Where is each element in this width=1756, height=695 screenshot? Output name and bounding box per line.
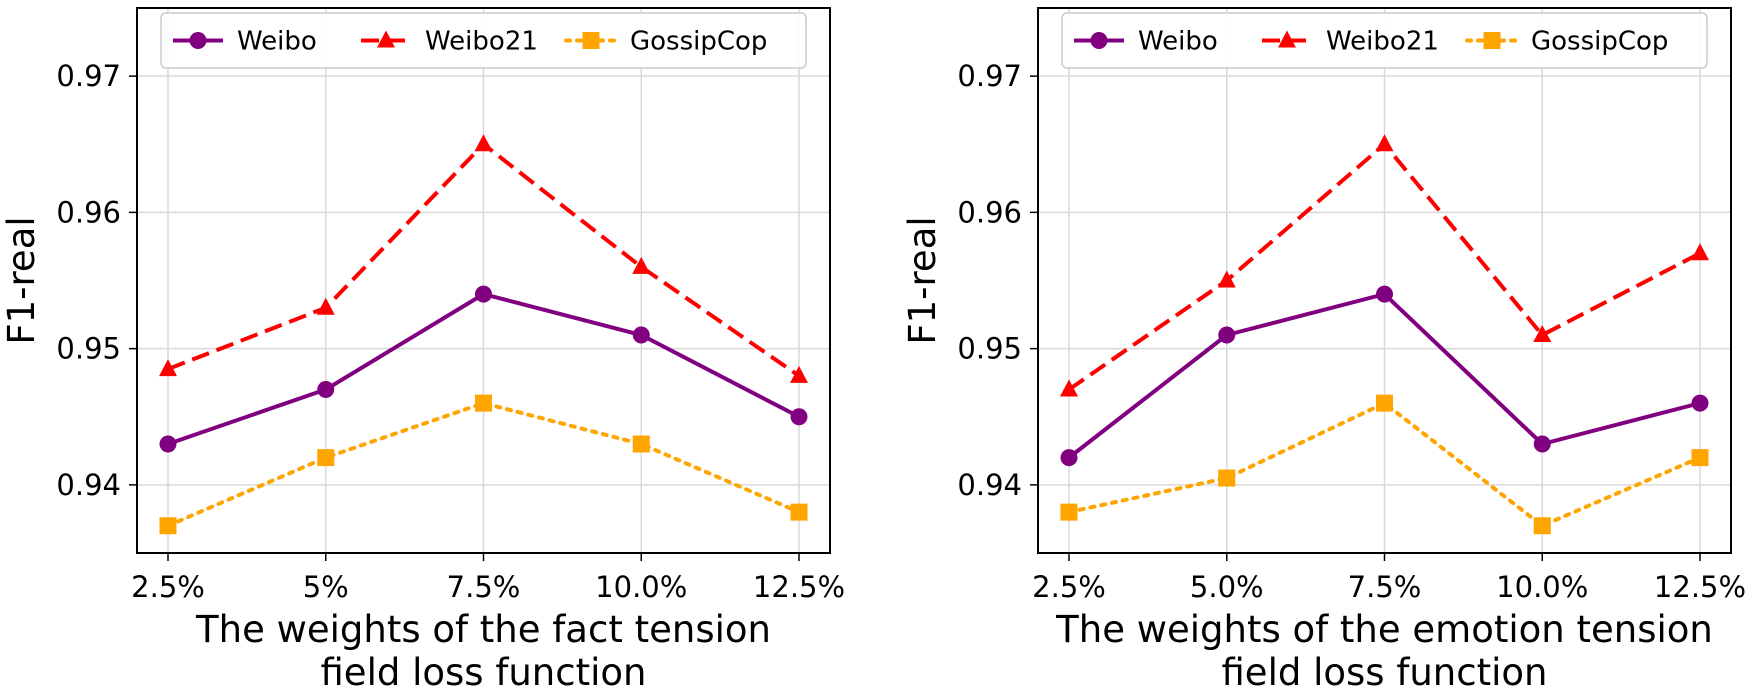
data-point-gossipcop: [632, 435, 650, 453]
legend-marker-weibo21: [377, 30, 395, 48]
data-point-gossipcop: [317, 449, 335, 467]
data-point-gossipcop: [1060, 503, 1078, 521]
data-point-weibo21: [1060, 379, 1078, 397]
legend-label-weibo: Weibo: [1138, 27, 1218, 57]
x-tick-label: 12.5%: [753, 570, 845, 604]
legend-marker-weibo: [1090, 32, 1108, 49]
data-point-gossipcop: [1533, 517, 1551, 535]
data-point-weibo: [790, 408, 808, 426]
legend-marker-gossipcop: [1483, 32, 1501, 49]
data-point-gossipcop: [1376, 394, 1393, 412]
data-point-weibo21: [632, 256, 651, 274]
y-axis-title: F1-real: [0, 216, 43, 344]
y-tick-label: 0.95: [56, 332, 121, 366]
plot-frame: [136, 7, 831, 554]
data-point-weibo21: [1375, 134, 1394, 152]
legend-box: [1061, 12, 1708, 69]
y-tick-label: 0.96: [56, 195, 121, 229]
data-point-gossipcop: [1218, 469, 1236, 487]
x-tick-label: 5.0%: [1190, 570, 1264, 604]
chart-panel-1: 2.5% 5% 7.5% 10.0% 12.5% 0.94 0.95 0.96 0.97 F1-r…: [0, 7, 845, 694]
plot-frame: [1037, 7, 1732, 554]
legend: Weibo Weibo21 GossipCop: [160, 12, 807, 69]
data-point-weibo: [1060, 449, 1078, 467]
data-point-weibo21: [1217, 270, 1236, 288]
series-line-gossipcop: [1067, 401, 1702, 528]
legend-box: [160, 12, 807, 69]
legend-label-weibo21: Weibo21: [1326, 27, 1439, 57]
legend-label-weibo: Weibo: [237, 27, 317, 57]
y-tick-label: 0.97: [957, 59, 1022, 93]
x-axis-title-line: field loss function: [321, 651, 647, 694]
data-point-weibo21: [1691, 243, 1709, 261]
x-tick-label: 10.0%: [1496, 570, 1588, 604]
data-point-weibo: [159, 435, 177, 453]
legend-marker-weibo21: [1278, 30, 1296, 48]
y-tick-label: 0.94: [56, 468, 121, 502]
data-point-weibo21: [316, 297, 335, 315]
data-point-weibo: [1533, 435, 1551, 453]
data-point-weibo: [1691, 394, 1709, 412]
x-tick-label: 7.5%: [447, 570, 521, 604]
x-tick-label: 12.5%: [1654, 570, 1746, 604]
data-point-weibo: [1376, 285, 1393, 303]
data-point-gossipcop: [159, 517, 177, 535]
data-point-weibo: [632, 326, 650, 344]
x-tick-label: 2.5%: [131, 570, 205, 604]
x-tick-label: 7.5%: [1348, 570, 1422, 604]
x-axis-title-line: field loss function: [1222, 651, 1548, 694]
data-point-gossipcop: [790, 503, 808, 521]
legend-label-gossipcop: GossipCop: [1531, 27, 1668, 57]
x-tick-label: 5%: [303, 570, 349, 604]
x-axis-title-line: The weights of the fact tension: [195, 608, 771, 651]
data-point-weibo21: [1533, 325, 1552, 342]
legend-marker-gossipcop: [582, 32, 600, 49]
x-tick-label: 10.0%: [595, 570, 687, 604]
data-point-weibo: [1218, 326, 1236, 344]
legend: Weibo Weibo21 GossipCop: [1061, 12, 1708, 69]
y-axis-title: F1-real: [901, 216, 944, 344]
x-tick-label: 2.5%: [1032, 570, 1106, 604]
data-point-weibo: [317, 381, 335, 398]
x-axis-title-line: The weights of the emotion tension: [1055, 608, 1713, 651]
data-point-gossipcop: [475, 394, 492, 412]
y-tick-label: 0.95: [957, 332, 1022, 366]
series-line-gossipcop: [166, 401, 801, 528]
legend-marker-weibo: [189, 32, 207, 49]
data-point-weibo21: [790, 365, 808, 383]
data-point-weibo: [475, 285, 492, 303]
chart-panel-2: 2.5% 5.0% 7.5% 10.0% 12.5% 0.94 0.95 0.96 0.97 F1…: [901, 7, 1746, 694]
y-tick-label: 0.97: [56, 59, 121, 93]
data-point-weibo21: [474, 134, 493, 152]
data-point-weibo21: [159, 359, 177, 377]
y-tick-label: 0.96: [957, 195, 1022, 229]
y-tick-label: 0.94: [957, 468, 1022, 502]
data-point-gossipcop: [1691, 449, 1709, 467]
legend-label-weibo21: Weibo21: [425, 27, 538, 57]
legend-label-gossipcop: GossipCop: [630, 27, 767, 57]
